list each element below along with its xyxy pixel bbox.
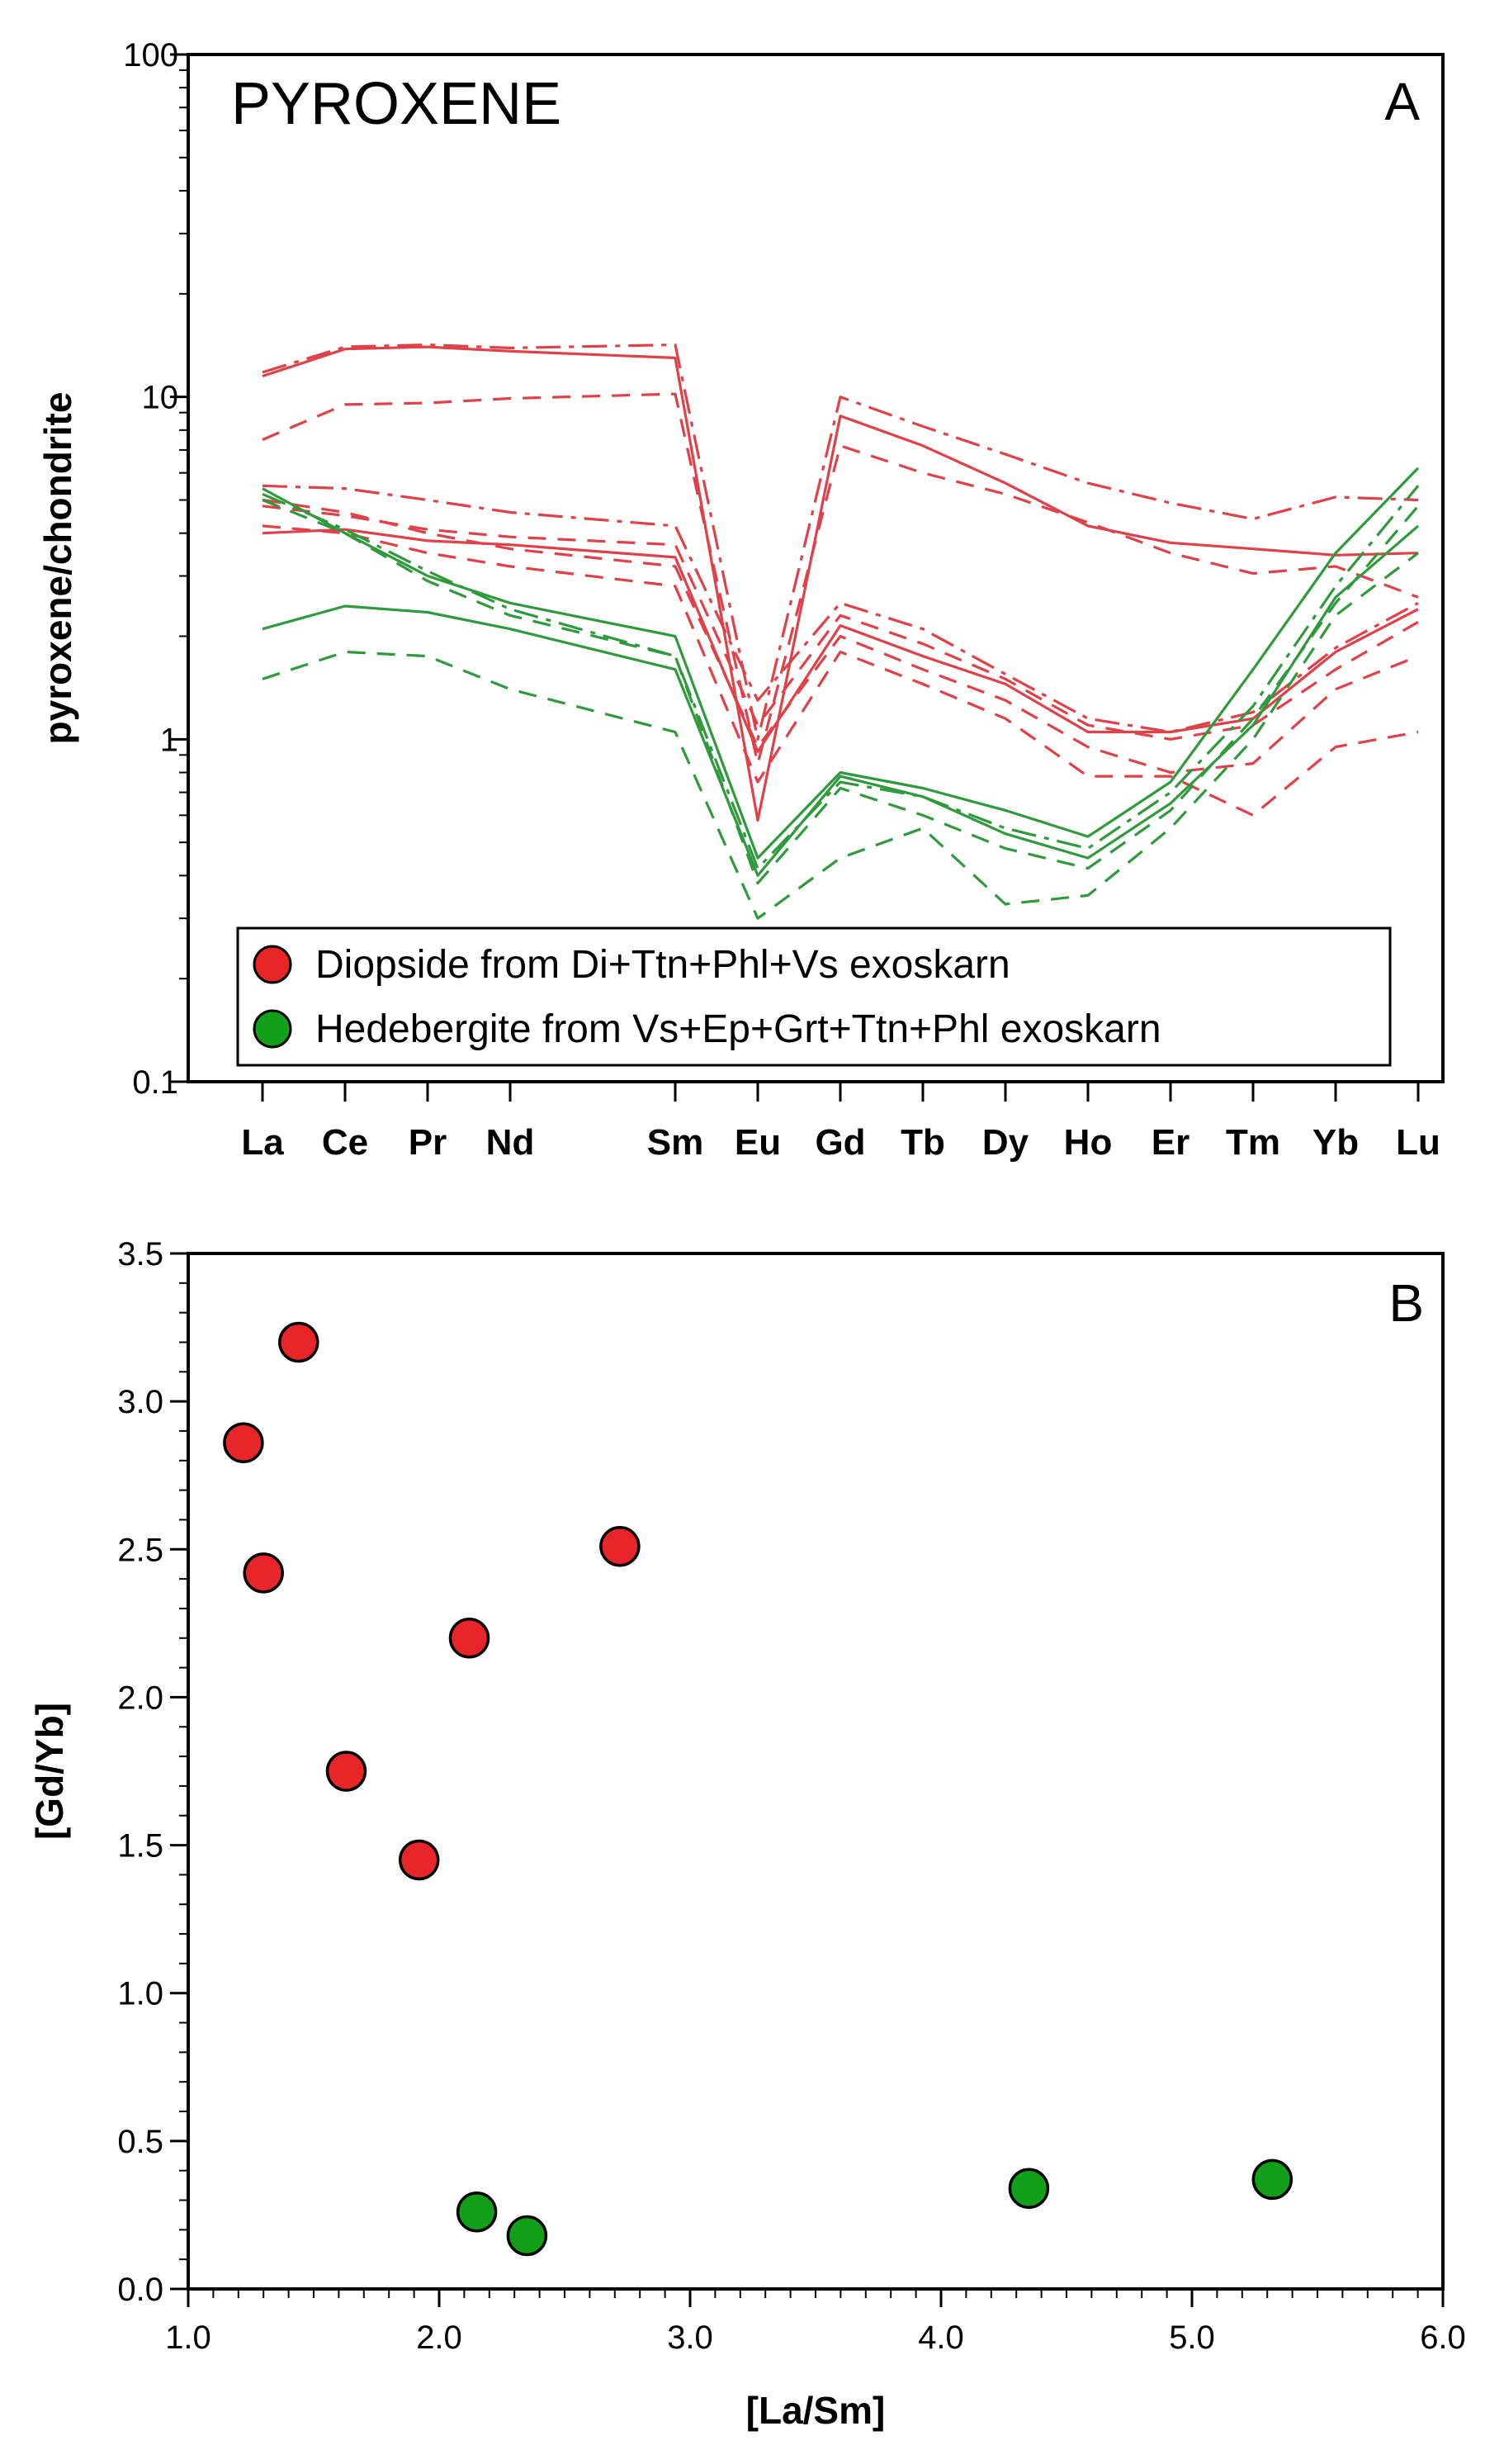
hedenbergite-point: [506, 2215, 548, 2257]
diopside-series-line: [262, 343, 1419, 741]
x-tick-label-lu: Lu: [1396, 1122, 1440, 1163]
hedenbergite-series-line: [262, 499, 1420, 885]
legend-marker-diopside: [253, 945, 292, 984]
ree-spider-chart: 0.1 1 10 100 La Ce Pr Nd Sm Eu Gd Tb Dy Ho Er Tm Yb Lu P…: [36, 37, 1445, 1163]
diopside-series-line: [262, 505, 1419, 741]
panel-label-a: A: [1384, 72, 1420, 131]
x-tick-label-eu: Eu: [735, 1122, 781, 1163]
panel-label-b: B: [1388, 1273, 1424, 1333]
x-tick-label-b: 1.0: [165, 2319, 211, 2356]
diopside-series-line: [262, 484, 1419, 734]
y-tick-label-b: 1.5: [117, 1828, 163, 1865]
plot-frame-a: [187, 53, 1445, 1083]
x-tick-label-ho: Ho: [1064, 1122, 1113, 1163]
x-tick-label-tm: Tm: [1226, 1122, 1280, 1163]
plot-frame-b: [187, 1252, 1445, 2291]
diopside-point: [223, 1422, 264, 1464]
diopside-point: [243, 1552, 284, 1594]
hedenbergite-point: [1251, 2158, 1294, 2201]
legend-box: [236, 926, 1392, 1067]
hedenbergite-series-line: [262, 524, 1420, 877]
diopside-series-line: [262, 345, 1419, 822]
diopside-point: [278, 1321, 319, 1363]
legend-marker-hedenbergite: [253, 1009, 292, 1049]
y-axis-title-a: pyroxene/chondrite: [36, 392, 79, 745]
y-axis-ticks-b: 0.0 0.5 1.0 1.5 2.0 2.5 3.0 3.5: [117, 1236, 188, 2308]
diopside-point: [398, 1839, 440, 1881]
x-tick-label-nd: Nd: [486, 1122, 535, 1163]
y-tick-label-b: 2.0: [117, 1680, 163, 1716]
y-tick-label-b: 1.0: [117, 1976, 163, 2012]
hedenbergite-point: [1008, 2168, 1050, 2209]
x-tick-label-b: 3.0: [667, 2319, 713, 2356]
diopside-series-line: [262, 528, 1419, 753]
x-tick-label-pr: Pr: [409, 1122, 447, 1163]
diopside-point: [599, 1525, 641, 1567]
legend-label-diopside: Diopside from Di+Ttn+Phl+Vs exoskarn: [315, 943, 1010, 987]
y-tick-label-a: 100: [123, 37, 178, 73]
ree-series-lines: [262, 343, 1420, 920]
x-tick-label-b: 4.0: [918, 2319, 964, 2356]
y-tick-label-b: 3.5: [117, 1236, 163, 1272]
y-tick-label-b: 0.5: [117, 2124, 163, 2160]
x-axis-title-b: [La/Sm]: [746, 2389, 886, 2432]
x-tick-label-gd: Gd: [815, 1122, 865, 1163]
x-tick-label-er: Er: [1152, 1122, 1189, 1163]
x-tick-label-b: 5.0: [1169, 2319, 1215, 2356]
x-tick-label-dy: Dy: [982, 1122, 1029, 1163]
x-tick-label-ce: Ce: [322, 1122, 368, 1163]
x-tick-label-yb: Yb: [1312, 1122, 1359, 1163]
hedenbergite-point: [456, 2192, 498, 2233]
y-axis-title-b: [Gd/Yb]: [28, 1703, 71, 1840]
y-tick-label-b: 2.5: [117, 1532, 163, 1568]
chart-title: PYROXENE: [231, 71, 561, 137]
hedenbergite-series-line: [262, 485, 1420, 870]
x-tick-label-sm: Sm: [647, 1122, 703, 1163]
x-tick-label-b: 6.0: [1420, 2319, 1466, 2356]
y-tick-label-b: 0.0: [117, 2272, 163, 2308]
hedenbergite-series-line: [262, 467, 1420, 860]
scatter-points: [223, 1321, 1294, 2257]
ratio-scatter-chart: 0.0 0.5 1.0 1.5 2.0 2.5 3.0 3.5 1.0 2.0 3.0 4.0 5.0…: [28, 1236, 1466, 2432]
diopside-series-line: [262, 498, 1419, 775]
diopside-series-line: [262, 524, 1419, 817]
y-tick-label-b: 3.0: [117, 1384, 163, 1420]
x-axis-ticks-a: La Ce Pr Nd Sm Eu Gd Tb Dy Ho Er Tm Yb Lu: [241, 1082, 1440, 1163]
y-tick-label-a: 1: [160, 722, 178, 758]
x-tick-label-la: La: [241, 1122, 284, 1163]
legend: Diopside from Di+Ttn+Phl+Vs exoskarn Hed…: [236, 926, 1392, 1067]
y-tick-label-a: 10: [142, 380, 179, 416]
diopside-point: [325, 1751, 367, 1792]
diopside-series-line: [262, 392, 1419, 765]
x-axis-ticks-b: 1.0 2.0 3.0 4.0 5.0 6.0: [165, 2289, 1466, 2356]
y-tick-label-a: 0.1: [132, 1064, 178, 1101]
x-tick-label-tb: Tb: [901, 1122, 945, 1163]
x-tick-label-b: 2.0: [416, 2319, 462, 2356]
legend-label-hedenbergite: Hedebergite from Vs+Ep+Grt+Ttn+Phl exosk…: [315, 1007, 1161, 1051]
y-axis-ticks-a: 0.1 1 10 100: [123, 37, 188, 1101]
hedenbergite-series-line: [262, 552, 1419, 920]
diopside-point: [448, 1618, 490, 1659]
